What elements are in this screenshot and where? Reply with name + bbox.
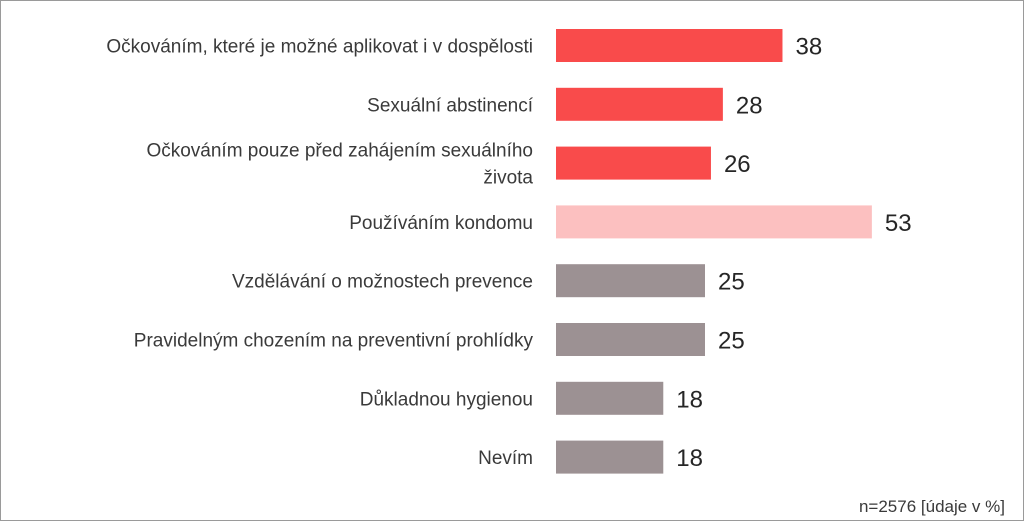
category-label-line: Používáním kondomu: [349, 213, 533, 234]
category-label-3: Používáním kondomu: [349, 213, 533, 234]
category-label-line: Pravidelným chozením na preventivní proh…: [134, 331, 534, 352]
bar-1: [556, 87, 723, 121]
category-label-line: Vzdělávání o možnostech prevence: [232, 272, 533, 293]
category-label-line: Nevím: [478, 448, 533, 469]
data-label-4: 25: [718, 269, 745, 296]
data-label-6: 18: [676, 386, 703, 413]
bar-2: [556, 146, 711, 180]
data-label-5: 25: [718, 328, 745, 355]
category-label-6: Důkladnou hygienou: [360, 389, 533, 410]
bar-4: [556, 264, 705, 298]
category-label-4: Vzdělávání o možnostech prevence: [232, 272, 533, 293]
category-label-5: Pravidelným chozením na preventivní proh…: [134, 331, 534, 352]
category-label-2: Očkováním pouze před zahájením sexuálníh…: [146, 141, 533, 189]
category-label-0: Očkováním, které je možné aplikovat i v …: [106, 37, 533, 58]
bar-5: [556, 323, 705, 356]
category-label-line: Důkladnou hygienou: [360, 389, 533, 410]
bar-7: [556, 440, 664, 474]
footnote: n=2576 [údaje v %]: [858, 497, 1005, 516]
bar-6: [556, 381, 664, 415]
bar-0: [556, 29, 783, 62]
category-label-1: Sexuální abstinencí: [367, 95, 534, 116]
data-label-7: 18: [676, 445, 703, 472]
data-label-3: 53: [885, 210, 912, 237]
category-label-7: Nevím: [478, 448, 533, 469]
category-label-line: Očkováním pouze před zahájením sexuálníh…: [146, 141, 533, 162]
data-label-0: 38: [795, 34, 822, 61]
bar-chart: 38 Očkováním, které je možné aplikovat i …: [106, 29, 912, 474]
category-label-line: života: [483, 168, 533, 189]
data-label-2: 26: [724, 151, 751, 178]
data-label-1: 28: [736, 92, 763, 119]
bar-3: [556, 205, 872, 239]
category-label-line: Sexuální abstinencí: [367, 95, 534, 116]
category-label-line: Očkováním, které je možné aplikovat i v …: [106, 37, 533, 58]
